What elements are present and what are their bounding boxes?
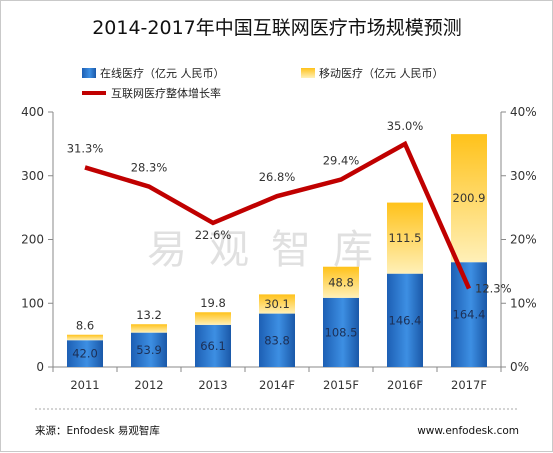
data-label-mobile: 30.1: [264, 297, 290, 311]
bar-mobile: [67, 334, 103, 341]
legend-label-growth: 互联网医疗整体增长率: [111, 86, 221, 100]
data-label-growth: 29.4%: [323, 154, 360, 168]
data-label-mobile: 111.5: [389, 231, 422, 245]
x-tick-label: 2013: [198, 378, 227, 392]
bar-online: [195, 324, 231, 367]
data-label-online: 83.8: [264, 333, 290, 347]
label-layer: 42.0 53.9 66.1 83.8 108.5 146.4 164.4 8.6 13.2 19…: [67, 119, 512, 361]
x-tick-label: 2011: [70, 378, 99, 392]
footer-source: 来源：Enfodesk 易观智库: [35, 424, 160, 437]
bar-online: [259, 313, 295, 367]
legend-label-online: 在线医疗（亿元 人民币）: [100, 66, 225, 80]
bar-online: [323, 297, 359, 367]
axis-layer: 0 100 200 300 400 0% 10% 20% 30% 40% 2011 2012 2013 2…: [21, 105, 537, 392]
y-tick-label: 300: [21, 169, 44, 183]
line-layer: [84, 140, 472, 290]
x-tick-label: 2015F: [323, 378, 359, 392]
x-tick-label: 2012: [134, 378, 163, 392]
bar-online: [451, 262, 487, 367]
data-label-growth: 22.6%: [195, 228, 232, 242]
y-tick-label: 400: [21, 105, 44, 119]
bar-mobile: [387, 202, 423, 274]
x-tick-label: 2014F: [259, 378, 295, 392]
bar-mobile: [131, 324, 167, 333]
bar-online: [131, 332, 167, 367]
data-label-online: 53.9: [136, 343, 162, 357]
legend: 在线医疗（亿元 人民币） 移动医疗（亿元 人民币） 互联网医疗整体增长率: [82, 66, 444, 100]
bar-mobile: [323, 266, 359, 298]
data-label-growth: 12.3%: [475, 282, 512, 296]
data-label-mobile: 48.8: [328, 275, 354, 289]
bar-online: [387, 273, 423, 367]
legend-label-mobile: 移动医疗（亿元 人民币）: [319, 66, 444, 80]
data-label-online: 164.4: [453, 308, 486, 322]
x-tick-label: 2016F: [387, 378, 423, 392]
data-label-growth: 28.3%: [131, 161, 168, 175]
x-tick-label: 2017F: [451, 378, 487, 392]
bar-mobile: [451, 134, 487, 263]
y2-tick-label: 0%: [510, 360, 529, 374]
footer-url: www.enfodesk.com: [417, 425, 519, 437]
data-label-growth: 31.3%: [67, 141, 104, 155]
y-tick-label: 0: [36, 360, 44, 374]
y-tick-label: 100: [21, 296, 44, 310]
legend-swatch-online: [82, 68, 96, 78]
data-label-growth: 35.0%: [387, 119, 424, 133]
chart-title: 2014-2017年中国互联网医疗市场规模预测: [92, 17, 462, 39]
y2-tick-label: 30%: [510, 169, 537, 183]
y2-tick-label: 10%: [510, 296, 537, 310]
bar-mobile: [195, 312, 231, 325]
data-label-mobile: 200.9: [453, 191, 486, 205]
y2-tick-label: 40%: [510, 105, 537, 119]
bar-layer: [67, 134, 487, 367]
legend-swatch-mobile: [301, 68, 315, 78]
data-label-online: 108.5: [325, 325, 358, 339]
data-label-mobile: 13.2: [136, 308, 162, 322]
data-label-growth: 26.8%: [259, 170, 296, 184]
bar-online: [67, 340, 103, 367]
growth-line: [84, 140, 472, 290]
data-label-mobile: 19.8: [200, 296, 226, 310]
data-label-online: 66.1: [200, 339, 226, 353]
watermark: 易观智库: [147, 227, 395, 273]
data-label-mobile: 8.6: [76, 319, 94, 333]
bar-mobile: [259, 294, 295, 314]
y2-tick-label: 20%: [510, 233, 537, 247]
data-label-online: 42.0: [72, 347, 98, 361]
y-tick-label: 200: [21, 233, 44, 247]
data-label-online: 146.4: [389, 313, 422, 327]
